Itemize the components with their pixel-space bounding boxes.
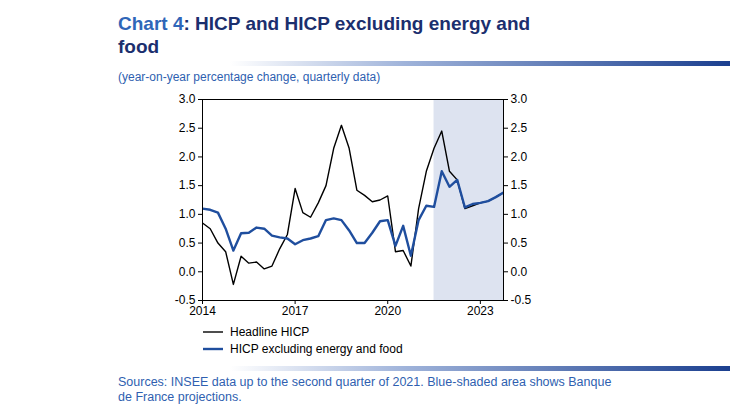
html-text:Sources: INSEE data up to the: Sources: INSEE data up to the second qua… [118, 375, 612, 404]
svg-text:2017: 2017 [282, 304, 309, 318]
svg-text:-0.5: -0.5 [511, 293, 532, 307]
svg-text:1.0: 1.0 [511, 207, 528, 221]
svg-text:0.0: 0.0 [511, 265, 528, 279]
html-text:Headline HICP: Headline HICP [230, 324, 310, 339]
svg-text:2.0: 2.0 [179, 150, 196, 164]
svg-text:2.5: 2.5 [179, 121, 196, 135]
html-text:HICP excluding energy and food: HICP excluding energy and food [230, 341, 403, 356]
svg-text:3.0: 3.0 [179, 92, 196, 106]
svg-text:1.0: 1.0 [179, 207, 196, 221]
svg-text:2023: 2023 [467, 304, 494, 318]
svg-text:3.0: 3.0 [511, 92, 528, 106]
svg-text:0.5: 0.5 [511, 236, 528, 250]
svg-text:2020: 2020 [374, 304, 401, 318]
svg-text:-0.5: -0.5 [174, 293, 196, 308]
svg-text:1.5: 1.5 [179, 178, 196, 192]
html-text:Chart 4: HICP and HICP excludi: Chart 4: HICP and HICP excluding energy … [118, 13, 531, 57]
svg-text:2014: 2014 [189, 304, 216, 318]
svg-text:2.0: 2.0 [511, 150, 528, 164]
html-text:(year-on-year percentage chang: (year-on-year percentage change, quarter… [118, 70, 381, 84]
svg-text:0.0: 0.0 [179, 265, 196, 279]
svg-text:1.5: 1.5 [511, 178, 528, 192]
svg-text:2.5: 2.5 [511, 121, 528, 135]
svg-text:0.5: 0.5 [179, 236, 196, 250]
